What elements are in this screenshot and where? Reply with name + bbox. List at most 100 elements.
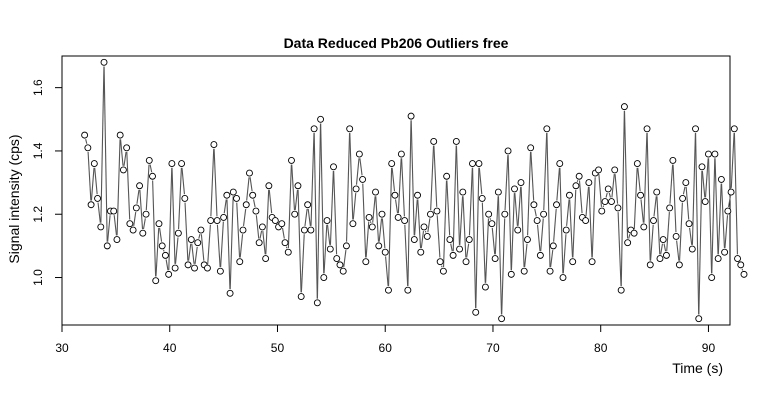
series-segment [87, 151, 92, 201]
series-segment [489, 218, 492, 220]
series-segment [430, 145, 435, 211]
series-segment [701, 170, 706, 198]
series-segment [316, 123, 322, 299]
series-segment [682, 186, 686, 195]
series-segment [397, 158, 402, 214]
series-segment [216, 224, 221, 268]
series-segment [741, 268, 744, 271]
data-point [336, 261, 344, 269]
data-point [692, 125, 699, 133]
data-point [184, 261, 192, 269]
data-point [239, 226, 247, 234]
series-segment [304, 208, 308, 226]
series-segment [427, 218, 431, 233]
series-segment [730, 132, 735, 188]
data-point [404, 286, 412, 294]
series-segment [501, 218, 506, 315]
series-segment [239, 234, 244, 258]
series-segment [553, 208, 557, 242]
series-segment [685, 186, 690, 220]
x-tick-label: 30 [55, 341, 69, 355]
data-point [397, 150, 405, 158]
series-segment [656, 196, 661, 255]
data-point [688, 245, 696, 253]
data-point [129, 226, 137, 234]
series-segment [198, 233, 201, 239]
data-point [342, 242, 350, 250]
data-point [136, 182, 144, 190]
data-point [494, 188, 502, 196]
series-segment [494, 196, 499, 255]
data-point [410, 236, 418, 244]
series-segment [178, 167, 182, 230]
series-segment [478, 167, 483, 195]
data-point [94, 194, 102, 202]
series-segment [491, 227, 496, 255]
data-point [708, 274, 716, 281]
data-point [533, 217, 541, 225]
series-segment [588, 186, 593, 258]
data-point [142, 210, 150, 218]
data-point [110, 207, 118, 215]
series-segment [139, 189, 144, 230]
data-point [103, 242, 111, 250]
series-segment [689, 227, 693, 245]
series-segment [165, 259, 169, 271]
data-point [372, 188, 379, 196]
series-segment [724, 215, 729, 249]
series-segment [452, 145, 457, 252]
data-point [320, 274, 328, 281]
data-point [417, 248, 425, 256]
series-segment [388, 167, 393, 287]
series-segment [200, 234, 205, 261]
data-point [281, 239, 289, 247]
data-point [566, 191, 573, 199]
data-point [116, 131, 124, 139]
data-point [207, 217, 215, 225]
series-segment [543, 132, 548, 211]
series-segment [265, 189, 270, 255]
series-segment [527, 151, 532, 236]
series-segment [294, 189, 299, 211]
data-point [294, 182, 302, 190]
series-segment [246, 177, 250, 201]
series-segment [297, 189, 302, 293]
series-segment [442, 180, 448, 268]
series-points [81, 58, 748, 323]
x-tick-label: 90 [702, 341, 716, 355]
series-segment [614, 174, 619, 204]
series-segment [640, 199, 644, 223]
data-point [161, 251, 169, 259]
data-point [614, 204, 622, 212]
x-axis: 30 40 50 60 70 80 90 [55, 324, 716, 355]
series-segment [313, 132, 318, 299]
data-point [595, 166, 603, 174]
data-point [152, 277, 160, 285]
data-point [452, 137, 460, 145]
series-segment [520, 186, 525, 268]
data-point [478, 194, 486, 202]
series-segment [307, 208, 311, 226]
series-segment [155, 227, 160, 277]
data-point [174, 229, 182, 237]
data-point [481, 283, 489, 291]
data-point [633, 160, 641, 168]
data-point [304, 201, 312, 209]
data-point [514, 226, 522, 234]
series-segment [362, 183, 367, 258]
series-segment [424, 230, 427, 233]
data-point [721, 248, 729, 256]
data-point [255, 239, 263, 247]
series-line [85, 66, 744, 315]
data-point [436, 258, 444, 266]
series-segment [591, 177, 596, 258]
series-segment [226, 199, 231, 290]
data-point [724, 207, 732, 215]
series-segment [433, 145, 438, 207]
data-point [388, 160, 396, 168]
series-segment [375, 196, 380, 242]
series-segment [466, 243, 470, 258]
series-segment [459, 196, 464, 245]
series-segment [100, 66, 105, 223]
